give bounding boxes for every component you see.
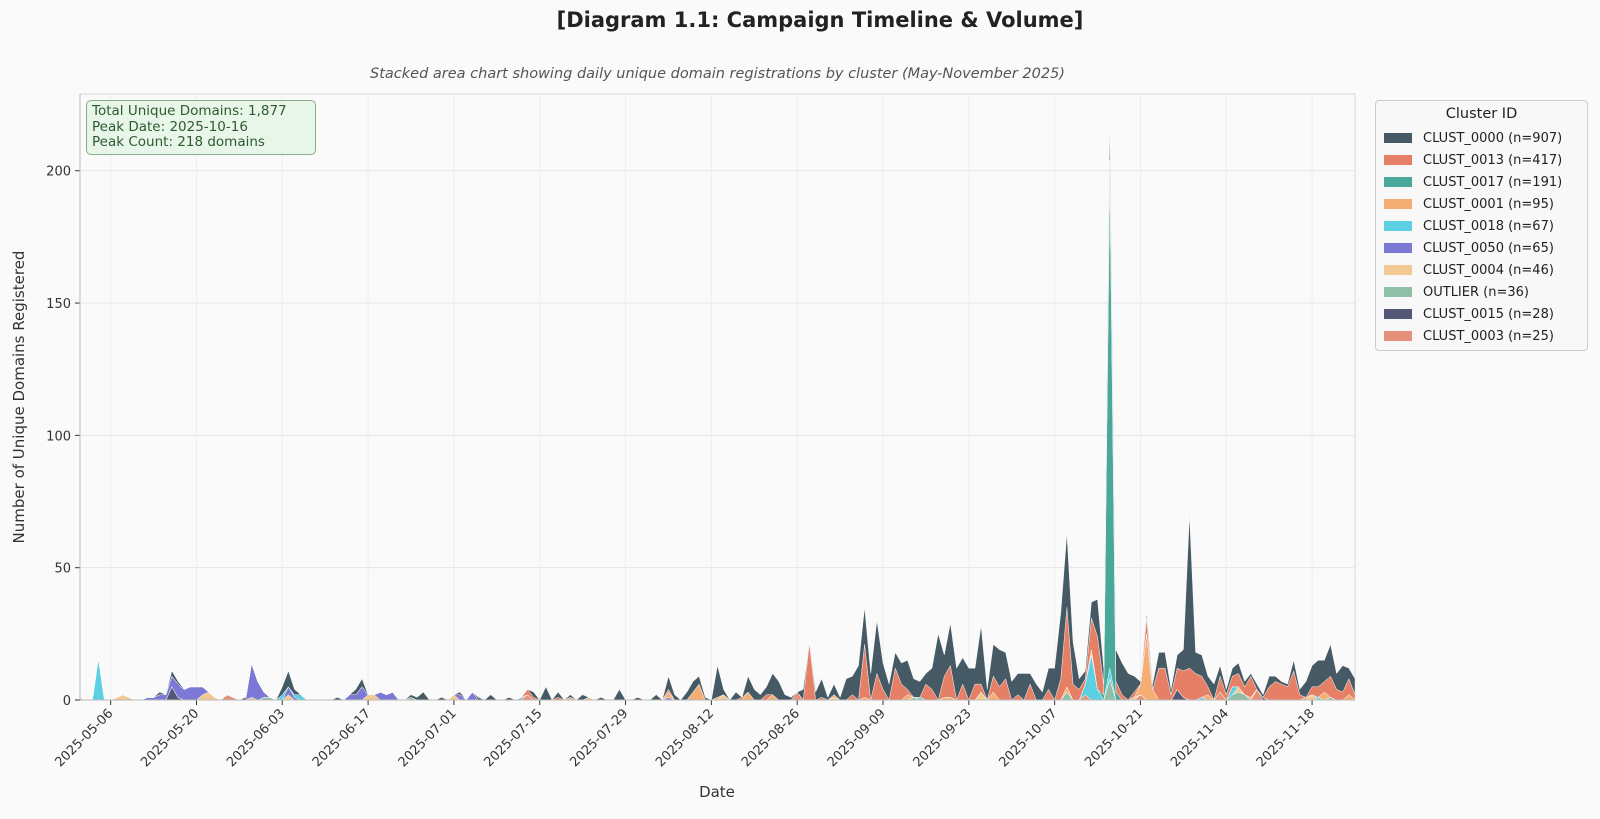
legend-swatch [1384,309,1412,319]
x-tick-label: 2025-05-20 [138,706,202,770]
y-axis-label: Number of Unique Domains Registered [10,251,28,544]
legend-item: CLUST_0003 (n=25) [1376,325,1587,347]
x-tick-label: 2025-07-15 [482,706,546,770]
legend-label: CLUST_0003 (n=25) [1423,328,1554,344]
x-tick-label: 2025-10-07 [996,706,1060,770]
x-tick-label: 2025-05-06 [52,706,116,770]
legend-label: CLUST_0001 (n=95) [1423,196,1554,212]
x-tick-label: 2025-06-17 [310,706,374,770]
legend-item: CLUST_0004 (n=46) [1376,259,1587,281]
x-tick-label: 2025-07-29 [567,706,631,770]
legend-label: CLUST_0000 (n=907) [1423,130,1563,146]
legend-item: CLUST_0001 (n=95) [1376,193,1587,215]
y-tick-label: 200 [46,165,71,180]
legend-item: OUTLIER (n=36) [1376,281,1587,303]
x-tick-label: 2025-09-23 [911,706,975,770]
x-tick-label: 2025-07-01 [396,706,460,770]
legend-label: CLUST_0018 (n=67) [1423,218,1554,234]
x-tick-label: 2025-08-12 [653,706,717,770]
summary-annotation-box: Total Unique Domains: 1,877 Peak Date: 2… [86,100,316,155]
legend-swatch [1384,155,1412,165]
legend-item: CLUST_0050 (n=65) [1376,237,1587,259]
legend-label: CLUST_0017 (n=191) [1423,174,1563,190]
x-tick-label: 2025-10-21 [1082,706,1146,770]
legend-label: OUTLIER (n=36) [1423,284,1529,300]
legend: Cluster ID CLUST_0000 (n=907) CLUST_0013 … [1375,100,1588,351]
plot-area [79,93,1356,701]
x-tick-label: 2025-08-26 [739,706,803,770]
legend-label: CLUST_0013 (n=417) [1423,152,1563,168]
legend-swatch [1384,177,1412,187]
legend-label: CLUST_0015 (n=28) [1423,306,1554,322]
chart-subtitle: Stacked area chart showing daily unique … [370,66,1065,82]
y-tick-label: 150 [46,297,71,312]
legend-item: CLUST_0013 (n=417) [1376,149,1587,171]
legend-item: CLUST_0015 (n=28) [1376,303,1587,325]
legend-swatch [1384,265,1412,275]
x-tick-label: 2025-06-03 [224,706,288,770]
y-tick-label: 50 [54,562,71,577]
y-tick-label: 0 [63,694,71,709]
x-tick-label: 2025-11-18 [1254,706,1318,770]
legend-swatch [1384,199,1412,209]
legend-swatch [1384,331,1412,341]
legend-label: CLUST_0004 (n=46) [1423,262,1554,278]
annotation-peak-count: Peak Count: 218 domains [92,134,265,150]
x-tick-label: 2025-11-04 [1168,706,1232,770]
legend-swatch [1384,243,1412,253]
gridlines [80,94,1355,701]
annotation-peak-date: Peak Date: 2025-10-16 [92,118,248,135]
legend-swatch [1384,287,1412,297]
x-tick-label: 2025-09-09 [825,706,889,770]
legend-item: CLUST_0017 (n=191) [1376,171,1587,193]
y-tick-label: 100 [46,429,71,444]
legend-swatch [1384,221,1412,231]
legend-item: CLUST_0018 (n=67) [1376,215,1587,237]
x-axis-label: Date [699,783,735,801]
chart-title: [Diagram 1.1: Campaign Timeline & Volume… [556,8,1084,32]
legend-label: CLUST_0050 (n=65) [1423,240,1554,256]
annotation-total: Total Unique Domains: 1,877 [92,103,287,119]
legend-swatch [1384,133,1412,143]
legend-title: Cluster ID [1445,106,1518,122]
legend-item: CLUST_0000 (n=907) [1376,127,1587,149]
